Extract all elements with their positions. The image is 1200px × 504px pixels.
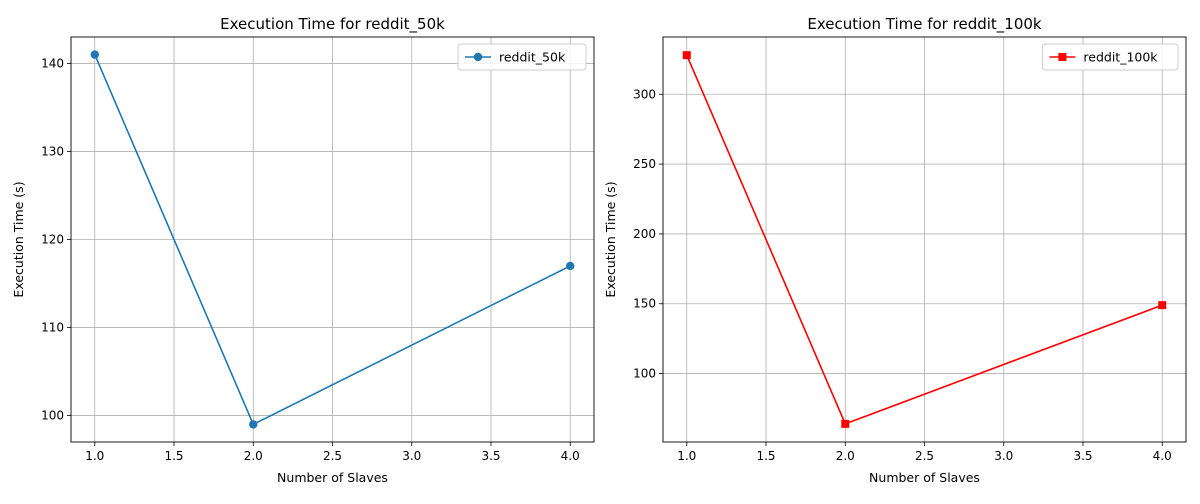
- y-axis-label: Execution Time (s): [603, 181, 618, 297]
- x-axis-label: Number of Slaves: [869, 470, 980, 485]
- x-tick-label: 2.5: [323, 449, 342, 463]
- data-point: [1158, 301, 1167, 310]
- chart-1: 1.0 1.5 2.0 2.5 3.0 3.5 4.0 100 110 120 130 140 Exec…: [11, 15, 595, 485]
- legend-box: [457, 43, 587, 71]
- x-tick-label: 4.0: [1153, 449, 1172, 463]
- axes-frame: [662, 36, 1187, 443]
- x-tick-label: 3.5: [1073, 449, 1092, 463]
- chart-title: Execution Time for reddit_50k: [220, 15, 445, 34]
- legend-marker: [1058, 53, 1067, 61]
- y-tick-label: 130: [41, 144, 64, 158]
- legend-label: reddit_50k: [499, 50, 566, 65]
- legend-label: reddit_100k: [1083, 50, 1158, 65]
- data-point: [90, 50, 99, 59]
- y-axis-label: Execution Time (s): [11, 181, 26, 297]
- data-point: [841, 419, 850, 428]
- legend-marker: [473, 52, 483, 62]
- x-tick-label: 1.5: [164, 449, 183, 463]
- y-tick-label: 250: [633, 157, 656, 171]
- y-tick-label: 100: [41, 409, 64, 423]
- x-tick-label: 4.0: [561, 449, 580, 463]
- x-tick-label: 3.5: [481, 449, 500, 463]
- x-axis-label: Number of Slaves: [277, 470, 388, 485]
- x-tick-label: 3.0: [994, 449, 1013, 463]
- x-tick-label: 2.0: [836, 449, 855, 463]
- y-tick-label: 150: [633, 297, 656, 311]
- data-point: [566, 261, 575, 271]
- data-point: [682, 51, 691, 60]
- chart-title: Execution Time for reddit_100k: [807, 15, 1042, 34]
- x-tick-label: 2.0: [244, 449, 263, 463]
- legend-box: [1041, 43, 1179, 71]
- x-tick-label: 3.0: [402, 449, 421, 463]
- y-tick-label: 300: [633, 87, 656, 101]
- chart-2: 1.0 1.5 2.0 2.5 3.0 3.5 4.0 100 150 200 250 300 Exec…: [603, 15, 1187, 485]
- axes-frame: [70, 36, 595, 443]
- y-tick-label: 100: [633, 367, 656, 381]
- x-tick-label: 1.0: [677, 449, 696, 463]
- y-tick-label: 110: [41, 321, 64, 335]
- y-tick-label: 200: [633, 227, 656, 241]
- legend: reddit_50k: [457, 43, 587, 71]
- data-point: [249, 420, 258, 429]
- y-tick-label: 140: [41, 56, 64, 70]
- legend: reddit_100k: [1041, 43, 1179, 71]
- x-tick-label: 1.0: [85, 449, 104, 463]
- x-tick-label: 1.5: [756, 449, 775, 463]
- y-tick-label: 120: [41, 233, 64, 247]
- x-tick-label: 2.5: [915, 449, 934, 463]
